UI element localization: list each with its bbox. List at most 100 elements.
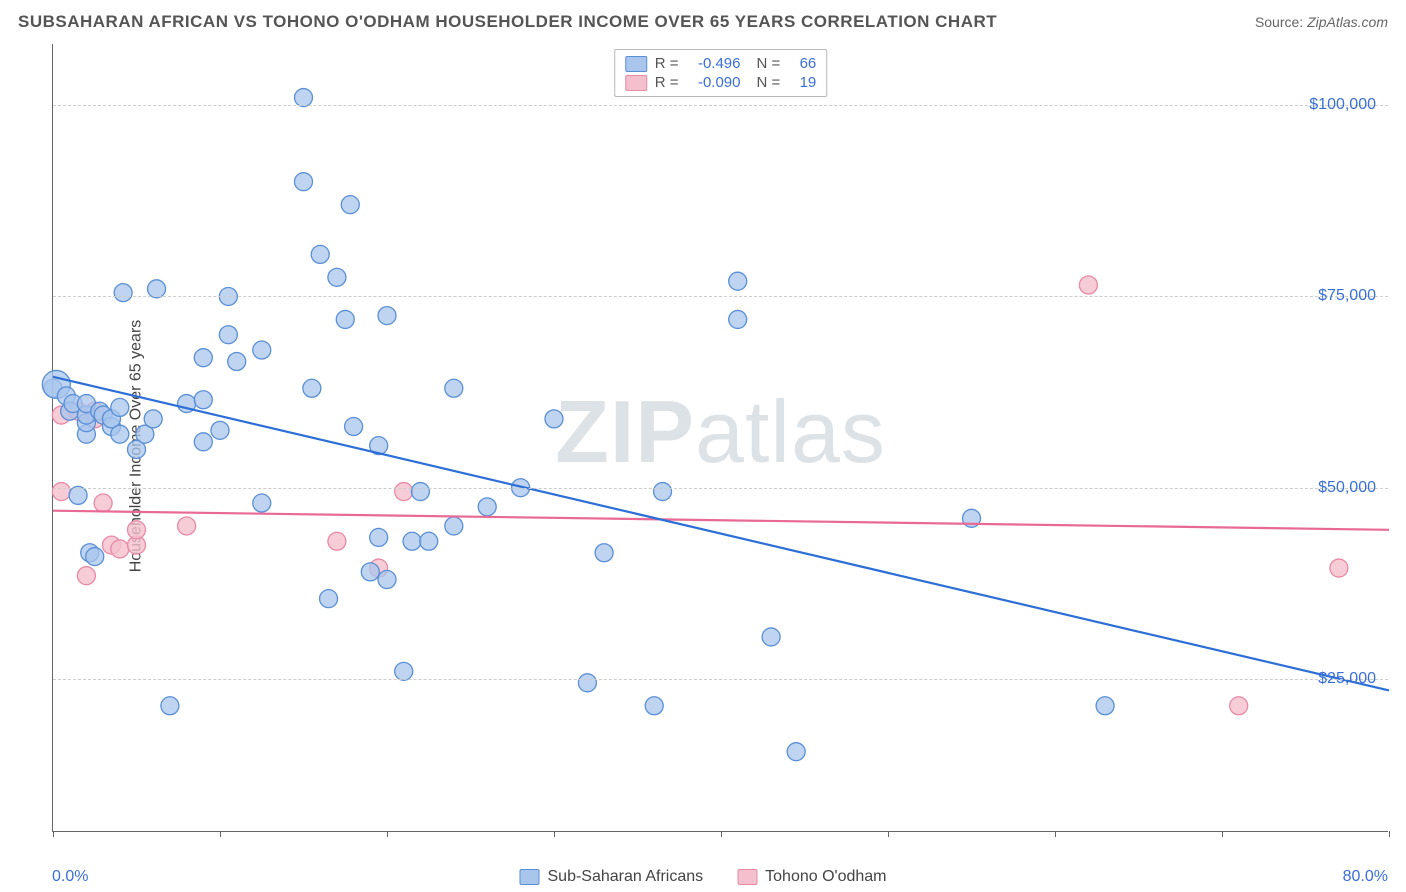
series-legend: Sub-Saharan Africans Tohono O'odham xyxy=(519,868,886,886)
gridline xyxy=(53,488,1388,489)
data-point xyxy=(395,662,413,680)
data-point xyxy=(328,268,346,286)
data-point xyxy=(1230,697,1248,715)
scatter-plot: ZIPatlas R = -0.496 N = 66 R = -0.090 N … xyxy=(52,44,1388,832)
source-value: ZipAtlas.com xyxy=(1307,14,1388,30)
data-point xyxy=(194,433,212,451)
y-tick-label: $100,000 xyxy=(1309,96,1376,114)
legend-r-value-b: -0.090 xyxy=(687,74,741,91)
legend-swatch-b xyxy=(625,75,647,91)
data-point xyxy=(1079,276,1097,294)
data-point xyxy=(253,341,271,359)
data-point xyxy=(69,486,87,504)
plot-svg xyxy=(53,44,1388,831)
data-point xyxy=(148,280,166,298)
data-point xyxy=(403,532,421,550)
x-tick xyxy=(1389,831,1390,837)
data-point xyxy=(77,567,95,585)
chart-title: SUBSAHARAN AFRICAN VS TOHONO O'ODHAM HOU… xyxy=(18,12,997,32)
data-point xyxy=(128,521,146,539)
x-tick xyxy=(1222,831,1223,837)
data-point xyxy=(52,483,70,501)
gridline xyxy=(53,296,1388,297)
source: Source: ZipAtlas.com xyxy=(1255,14,1388,30)
legend-r-value-a: -0.496 xyxy=(687,55,741,72)
data-point xyxy=(645,697,663,715)
data-point xyxy=(729,310,747,328)
data-point xyxy=(1330,559,1348,577)
data-point xyxy=(420,532,438,550)
trend-line xyxy=(53,511,1389,530)
x-tick xyxy=(1055,831,1056,837)
data-point xyxy=(729,272,747,290)
data-point xyxy=(228,352,246,370)
y-tick-label: $75,000 xyxy=(1318,287,1376,305)
trend-line xyxy=(53,377,1389,691)
gridline xyxy=(53,105,1388,106)
legend-n-value-b: 19 xyxy=(788,74,816,91)
legend-r-label: R = xyxy=(655,55,679,72)
data-point xyxy=(411,483,429,501)
data-point xyxy=(578,674,596,692)
data-point xyxy=(295,89,313,107)
series-label-b: Tohono O'odham xyxy=(765,868,886,886)
x-tick xyxy=(888,831,889,837)
data-point xyxy=(253,494,271,512)
data-point xyxy=(654,483,672,501)
data-point xyxy=(194,391,212,409)
data-point xyxy=(211,421,229,439)
data-point xyxy=(311,245,329,263)
legend-swatch-b xyxy=(737,869,757,885)
data-point xyxy=(762,628,780,646)
header: SUBSAHARAN AFRICAN VS TOHONO O'ODHAM HOU… xyxy=(0,0,1406,44)
x-tick xyxy=(220,831,221,837)
series-label-a: Sub-Saharan Africans xyxy=(547,868,703,886)
data-point xyxy=(328,532,346,550)
data-point xyxy=(94,494,112,512)
y-tick-label: $25,000 xyxy=(1318,670,1376,688)
data-point xyxy=(194,349,212,367)
data-point xyxy=(378,307,396,325)
data-point xyxy=(545,410,563,428)
data-point xyxy=(395,483,413,501)
data-point xyxy=(336,310,354,328)
data-point xyxy=(361,563,379,581)
data-point xyxy=(370,528,388,546)
source-label: Source: xyxy=(1255,14,1303,30)
legend-n-value-a: 66 xyxy=(788,55,816,72)
legend-n-label: N = xyxy=(757,74,781,91)
series-legend-b: Tohono O'odham xyxy=(737,868,886,886)
data-point xyxy=(787,743,805,761)
data-point xyxy=(341,196,359,214)
data-point xyxy=(445,517,463,535)
x-tick xyxy=(53,831,54,837)
data-point xyxy=(178,517,196,535)
gridline xyxy=(53,679,1388,680)
y-tick-label: $50,000 xyxy=(1318,479,1376,497)
legend-n-label: N = xyxy=(757,55,781,72)
x-axis-min-label: 0.0% xyxy=(52,868,88,886)
data-point xyxy=(144,410,162,428)
data-point xyxy=(478,498,496,516)
x-axis-max-label: 80.0% xyxy=(1343,868,1388,886)
legend-swatch-a xyxy=(625,56,647,72)
data-point xyxy=(303,379,321,397)
data-point xyxy=(295,173,313,191)
data-point xyxy=(378,571,396,589)
correlation-legend: R = -0.496 N = 66 R = -0.090 N = 19 xyxy=(614,49,828,97)
data-point xyxy=(320,590,338,608)
legend-r-label: R = xyxy=(655,74,679,91)
x-tick xyxy=(721,831,722,837)
data-point xyxy=(345,418,363,436)
data-point xyxy=(111,425,129,443)
legend-swatch-a xyxy=(519,869,539,885)
data-point xyxy=(86,548,104,566)
data-point xyxy=(595,544,613,562)
data-point xyxy=(219,326,237,344)
data-point xyxy=(111,540,129,558)
series-legend-a: Sub-Saharan Africans xyxy=(519,868,703,886)
data-point xyxy=(1096,697,1114,715)
data-point xyxy=(114,284,132,302)
x-tick xyxy=(387,831,388,837)
data-point xyxy=(111,398,129,416)
